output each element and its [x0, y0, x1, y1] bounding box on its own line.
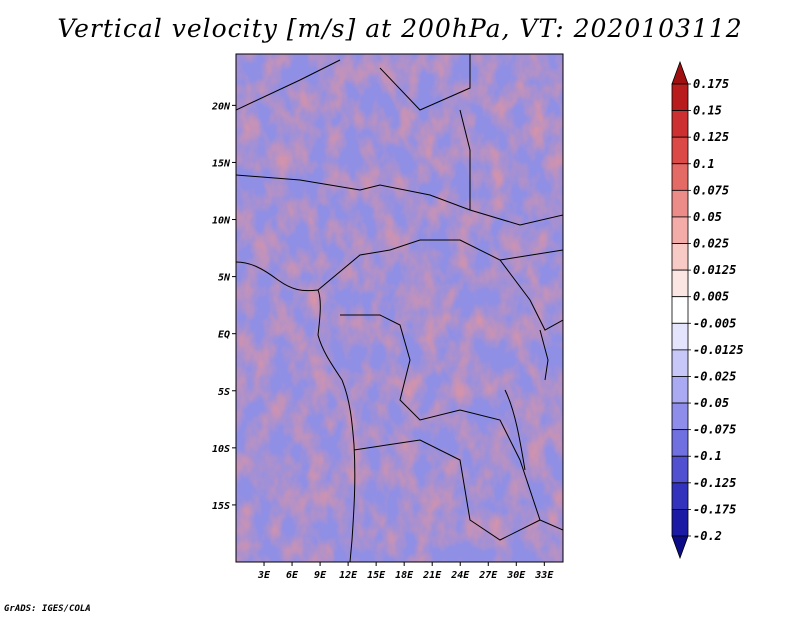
colorbar-swatch — [671, 243, 689, 271]
colorbar-swatch — [671, 110, 689, 138]
lon-label: 30E — [506, 570, 526, 581]
colorbar-swatch — [671, 509, 689, 537]
lat-label: 20N — [211, 101, 231, 112]
longitude-axis: 3E 6E 9E 12E 15E 18E 21E 24E 27E 30E 33E — [257, 562, 554, 581]
colorbar-label: 0.1 — [693, 157, 715, 171]
colorbar-label: -0.125 — [693, 476, 736, 490]
lon-label: 33E — [534, 570, 554, 581]
lat-label: 5S — [218, 387, 230, 398]
lon-label: 15E — [367, 570, 386, 581]
colorbar-swatch — [671, 429, 689, 457]
colorbar-label: -0.0125 — [693, 343, 744, 357]
colorbar-swatch — [671, 216, 689, 244]
border-north — [236, 54, 471, 111]
lon-label: 12E — [339, 570, 358, 581]
colorbar-swatch — [671, 189, 689, 218]
border-south — [353, 439, 541, 541]
colorbar-swatch — [671, 482, 689, 510]
colorbar-swatch — [671, 349, 689, 377]
lon-label: 3E — [257, 570, 271, 581]
lat-label: 10N — [212, 216, 231, 227]
map-title: Vertical velocity [m/s] at 200hPa, VT: 2… — [57, 14, 743, 43]
border-central — [317, 239, 563, 331]
colorbar-label: 0.125 — [693, 130, 729, 144]
colorbar-label: 0.0125 — [693, 263, 736, 277]
velocity-field — [236, 54, 563, 562]
colorbar-swatch — [671, 402, 689, 431]
map-frame — [235, 53, 564, 563]
colorbar-label: 0.005 — [693, 290, 729, 304]
colorbar-swatch — [671, 322, 689, 351]
colorbar-label: -0.075 — [693, 423, 736, 437]
colorbar-arrow-top — [671, 60, 689, 85]
colorbar-swatch — [671, 455, 689, 484]
colorbar-swatch — [671, 136, 689, 165]
colorbar-label: -0.005 — [693, 316, 736, 330]
colorbar-label: 0.025 — [693, 237, 729, 251]
lat-label: EQ — [218, 330, 230, 341]
colorbar-swatch — [671, 83, 689, 111]
border-sahel — [236, 174, 563, 226]
coastline — [236, 261, 356, 562]
grads-credit: GrADS: IGES/COLA — [4, 604, 91, 614]
colorbar: 0.175 0.15 0.125 0.1 0.075 0.05 0.025 0.0125 0.0… — [671, 60, 744, 560]
lon-label: 21E — [422, 570, 442, 581]
colorbar-arrow-bottom — [671, 535, 689, 560]
lon-label: 24E — [450, 570, 470, 581]
colorbar-label: -0.2 — [693, 529, 722, 543]
colorbar-label: -0.175 — [693, 502, 736, 516]
colorbar-label: 0.15 — [693, 104, 722, 118]
colorbar-label: 0.075 — [693, 183, 729, 197]
lat-label: 15N — [212, 158, 231, 169]
colorbar-label: -0.1 — [693, 449, 722, 463]
colorbar-swatch — [671, 163, 689, 191]
lat-label: 5N — [218, 273, 231, 284]
colorbar-swatch — [671, 376, 689, 404]
lon-label: 6E — [286, 570, 299, 581]
lat-label: 10S — [212, 444, 230, 455]
lake-shore — [504, 329, 549, 471]
colorbar-swatch — [671, 269, 689, 298]
latitude-axis: 20N 15N 10N 5N EQ 5S 10S 15S — [211, 101, 236, 512]
lon-label: 9E — [314, 570, 327, 581]
colorbar-label: 0.05 — [693, 210, 722, 224]
colorbar-label: -0.025 — [693, 369, 736, 383]
colorbar-swatch — [671, 296, 689, 324]
lon-label: 27E — [478, 570, 498, 581]
colorbar-label: 0.175 — [693, 77, 729, 91]
border-congo — [340, 314, 563, 531]
lon-label: 18E — [395, 570, 414, 581]
lat-label: 15S — [212, 501, 230, 512]
country-borders — [236, 54, 563, 562]
border-east — [459, 109, 563, 261]
colorbar-label: -0.05 — [693, 396, 729, 410]
